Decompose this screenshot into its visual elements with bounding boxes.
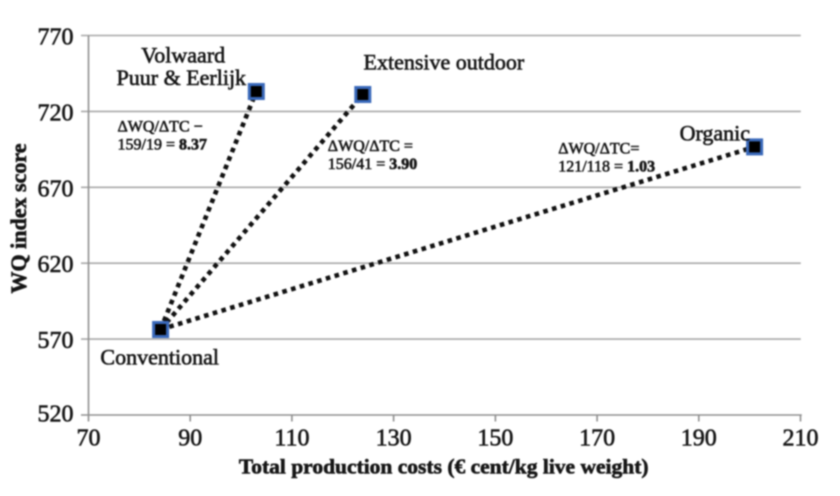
- svg-text:Organic: Organic: [680, 121, 751, 146]
- svg-text:121/118 = 1.03: 121/118 = 1.03: [558, 158, 655, 175]
- svg-text:170: 170: [579, 426, 615, 452]
- svg-text:670: 670: [38, 176, 74, 202]
- svg-text:ΔWQ/ΔTC −: ΔWQ/ΔTC −: [118, 119, 203, 136]
- svg-text:720: 720: [38, 100, 74, 126]
- svg-text:620: 620: [38, 252, 74, 278]
- svg-text:210: 210: [783, 426, 819, 452]
- svg-text:Total production costs (€ cent: Total production costs (€ cent/kg live w…: [239, 455, 649, 479]
- svg-text:Volwaard: Volwaard: [141, 43, 225, 68]
- svg-text:Conventional: Conventional: [100, 345, 219, 370]
- svg-text:156/41 = 3.90: 156/41 = 3.90: [328, 156, 417, 173]
- svg-text:90: 90: [178, 426, 202, 452]
- svg-text:ΔWQ/ΔTC =: ΔWQ/ΔTC =: [328, 138, 413, 155]
- svg-text:520: 520: [38, 402, 74, 428]
- svg-text:WQ index score: WQ index score: [6, 143, 31, 293]
- svg-text:150: 150: [477, 426, 513, 452]
- svg-text:Extensive outdoor: Extensive outdoor: [364, 50, 525, 75]
- svg-text:770: 770: [38, 25, 74, 51]
- svg-text:Puur & Eerlijk: Puur & Eerlijk: [117, 65, 247, 90]
- svg-text:ΔWQ/ΔTC=: ΔWQ/ΔTC=: [558, 141, 639, 158]
- svg-text:130: 130: [376, 426, 412, 452]
- svg-text:570: 570: [38, 328, 74, 354]
- svg-text:159/19 = 8.37: 159/19 = 8.37: [118, 136, 207, 153]
- svg-text:190: 190: [681, 426, 717, 452]
- svg-text:70: 70: [77, 426, 101, 452]
- svg-text:110: 110: [274, 426, 309, 452]
